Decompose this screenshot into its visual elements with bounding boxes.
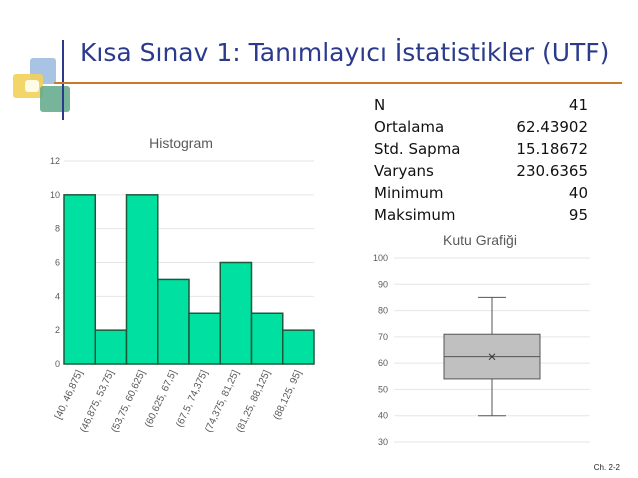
x-tick-label: (67,5, 74,375] bbox=[174, 368, 210, 429]
y-tick-label: 6 bbox=[55, 258, 60, 268]
slide-title: Kısa Sınav 1: Tanımlayıcı İstatistikler … bbox=[80, 38, 610, 67]
stat-row-mean: Ortalama 62.43902 bbox=[374, 116, 588, 138]
x-tick-label: (81,25, 88,125] bbox=[234, 368, 272, 434]
stat-row-minimum: Minimum 40 bbox=[374, 182, 588, 204]
y-tick-label: 2 bbox=[55, 325, 60, 335]
y-tick-label: 80 bbox=[378, 306, 388, 316]
stat-label: Minimum bbox=[374, 184, 444, 202]
stat-row-std: Std. Sapma 15.18672 bbox=[374, 138, 588, 160]
title-underline bbox=[54, 82, 622, 84]
stat-value: 41 bbox=[568, 96, 588, 114]
histogram-bar bbox=[94, 329, 128, 365]
stat-label: Varyans bbox=[374, 162, 434, 180]
stat-value: 40 bbox=[568, 184, 588, 202]
y-tick-label: 40 bbox=[378, 411, 388, 421]
stat-value: 95 bbox=[568, 206, 588, 224]
histogram-bar bbox=[125, 194, 159, 365]
stat-label: N bbox=[374, 96, 386, 114]
stat-value: 62.43902 bbox=[516, 118, 588, 136]
stat-value: 230.6365 bbox=[516, 162, 588, 180]
title-vertical-rule bbox=[62, 40, 64, 120]
x-tick-label: (60,625, 67,5] bbox=[143, 368, 179, 429]
mean-marker bbox=[488, 353, 496, 361]
descriptive-stats-table: N 41 Ortalama 62.43902 Std. Sapma 15.186… bbox=[374, 94, 588, 226]
histogram-bar bbox=[157, 278, 190, 365]
stat-label: Ortalama bbox=[374, 118, 445, 136]
histogram-bar bbox=[219, 261, 253, 365]
y-tick-label: 0 bbox=[55, 359, 60, 369]
chart-title: Histogram bbox=[149, 135, 213, 151]
y-tick-label: 50 bbox=[378, 384, 388, 394]
y-tick-label: 60 bbox=[378, 358, 388, 368]
histogram-bar bbox=[282, 329, 315, 365]
stat-label: Maksimum bbox=[374, 206, 456, 224]
y-tick-label: 100 bbox=[373, 253, 388, 263]
histogram-bar bbox=[188, 312, 221, 365]
stat-value: 15.18672 bbox=[516, 140, 588, 158]
y-tick-label: 70 bbox=[378, 332, 388, 342]
y-tick-label: 90 bbox=[378, 279, 388, 289]
decorative-logo bbox=[10, 58, 74, 114]
y-tick-label: 4 bbox=[55, 291, 60, 301]
x-tick-label: (88,125, 95] bbox=[272, 368, 305, 421]
chart-title: Kutu Grafiği bbox=[443, 232, 517, 248]
box-plot-chart: Kutu Grafiği 30 40 50 60 70 80 90 100 bbox=[373, 232, 590, 447]
slide-footer: Ch. 2-2 bbox=[593, 463, 620, 472]
y-tick-label: 8 bbox=[55, 224, 60, 234]
stat-row-variance: Varyans 230.6365 bbox=[374, 160, 588, 182]
y-tick-label: 30 bbox=[378, 437, 388, 447]
stat-row-n: N 41 bbox=[374, 94, 588, 116]
logo-highlight bbox=[25, 80, 39, 92]
y-tick-label: 10 bbox=[50, 190, 60, 200]
histogram-bar bbox=[250, 312, 284, 365]
x-tick-label: [40, 46,875] bbox=[53, 368, 85, 421]
stat-row-maximum: Maksimum 95 bbox=[374, 204, 588, 226]
stat-label: Std. Sapma bbox=[374, 140, 461, 158]
histogram-bar bbox=[63, 194, 96, 365]
y-tick-label: 12 bbox=[50, 156, 60, 166]
logo-green-square bbox=[40, 86, 70, 112]
